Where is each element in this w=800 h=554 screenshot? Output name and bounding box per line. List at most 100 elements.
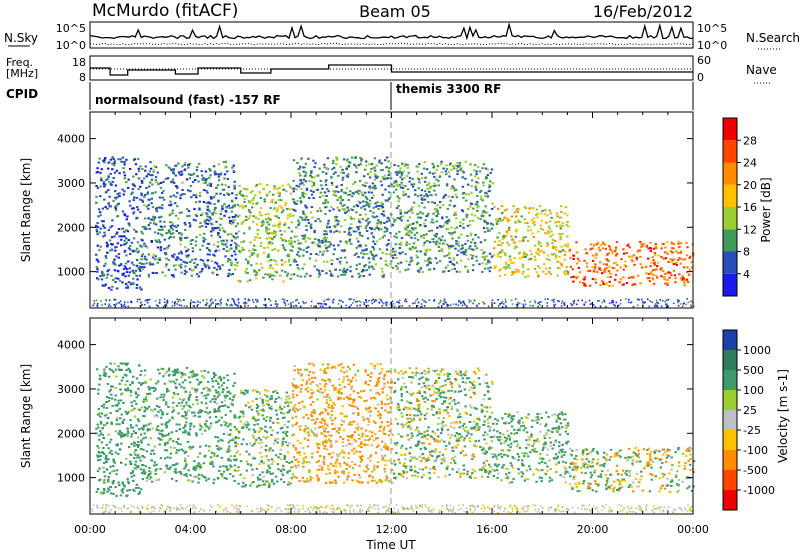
- echo-cell: [263, 483, 267, 486]
- echo-cell: [669, 258, 672, 261]
- echo-cell: [336, 275, 340, 278]
- echo-cell: [433, 189, 436, 192]
- echo-cell: [522, 305, 525, 308]
- echo-cell: [481, 212, 484, 215]
- echo-cell: [563, 253, 567, 256]
- echo-cell: [482, 252, 485, 255]
- echo-cell: [292, 190, 295, 193]
- echo-cell: [359, 157, 362, 159]
- echo-cell: [272, 193, 275, 196]
- echo-cell: [412, 247, 416, 250]
- echo-cell: [171, 416, 174, 419]
- power-colorbar-tick-label: 8: [743, 246, 750, 259]
- echo-cell: [469, 205, 472, 208]
- echo-cell: [513, 211, 516, 214]
- echo-cell: [423, 195, 426, 197]
- echo-cell: [636, 298, 639, 301]
- echo-cell: [423, 222, 426, 225]
- echo-cell: [117, 432, 120, 435]
- echo-cell: [105, 413, 108, 416]
- echo-cell: [455, 240, 458, 243]
- echo-cell: [196, 263, 199, 266]
- echo-cell: [217, 446, 221, 449]
- echo-cell: [171, 224, 174, 227]
- echo-cell: [291, 245, 294, 248]
- power-colorbar-label: Power [dB]: [759, 177, 773, 242]
- echo-cell: [132, 184, 135, 186]
- echo-cell: [251, 417, 255, 420]
- echo-cell: [235, 243, 238, 246]
- echo-cell: [301, 234, 304, 237]
- echo-cell: [276, 438, 280, 441]
- echo-cell: [248, 227, 251, 230]
- echo-cell: [132, 430, 136, 433]
- echo-cell: [485, 263, 488, 265]
- echo-cell: [225, 421, 228, 424]
- echo-cell: [366, 253, 369, 255]
- echo-cell: [112, 262, 115, 265]
- echo-cell: [232, 205, 235, 207]
- echo-cell: [178, 428, 182, 431]
- echo-cell: [623, 264, 626, 267]
- echo-cell: [200, 432, 204, 435]
- echo-cell: [121, 210, 125, 213]
- echo-cell: [113, 160, 116, 163]
- echo-cell: [195, 396, 198, 398]
- echo-cell: [129, 371, 132, 373]
- echo-cell: [411, 178, 414, 181]
- echo-cell: [289, 213, 292, 216]
- echo-cell: [316, 217, 319, 220]
- echo-cell: [161, 234, 164, 237]
- echo-cell: [189, 190, 192, 193]
- echo-cell: [209, 202, 212, 205]
- echo-cell: [109, 388, 112, 391]
- echo-cell: [340, 190, 343, 193]
- echo-cell: [311, 185, 314, 188]
- echo-cell: [546, 214, 549, 217]
- echo-cell: [638, 249, 642, 252]
- echo-cell: [412, 302, 414, 305]
- echo-cell: [158, 302, 161, 304]
- echo-cell: [109, 465, 112, 468]
- echo-cell: [204, 411, 207, 413]
- echo-cell: [106, 243, 109, 246]
- echo-cell: [141, 225, 144, 228]
- echo-cell: [226, 170, 229, 173]
- echo-cell: [209, 400, 212, 403]
- echo-cell: [383, 230, 386, 233]
- echo-cell: [261, 266, 264, 269]
- echo-cell: [253, 431, 257, 433]
- echo-cell: [303, 275, 307, 278]
- echo-cell: [327, 222, 330, 225]
- echo-cell: [405, 241, 408, 244]
- echo-cell: [433, 202, 436, 205]
- echo-cell: [237, 466, 240, 469]
- echo-cell: [477, 236, 480, 239]
- echo-cell: [183, 269, 187, 272]
- echo-cell: [363, 208, 367, 211]
- echo-cell: [102, 374, 105, 377]
- echo-cell: [119, 263, 123, 266]
- echo-cell: [225, 477, 228, 480]
- echo-cell: [387, 198, 391, 201]
- echo-cell: [226, 394, 229, 397]
- echo-cell: [266, 395, 269, 398]
- echo-cell: [107, 167, 110, 170]
- echo-cell: [678, 257, 681, 260]
- echo-cell: [688, 273, 691, 276]
- echo-cell: [248, 442, 252, 445]
- echo-cell: [484, 177, 488, 180]
- echo-cell: [199, 445, 202, 448]
- echo-cell: [339, 199, 343, 202]
- echo-cell: [349, 208, 353, 210]
- echo-cell: [310, 227, 313, 229]
- echo-cell: [114, 184, 118, 187]
- echo-cell: [260, 460, 263, 463]
- echo-cell: [176, 224, 180, 227]
- echo-cell: [106, 245, 109, 248]
- echo-cell: [183, 229, 187, 231]
- echo-cell: [118, 433, 122, 436]
- echo-cell: [268, 470, 271, 473]
- echo-cell: [429, 248, 432, 251]
- echo-cell: [425, 215, 428, 218]
